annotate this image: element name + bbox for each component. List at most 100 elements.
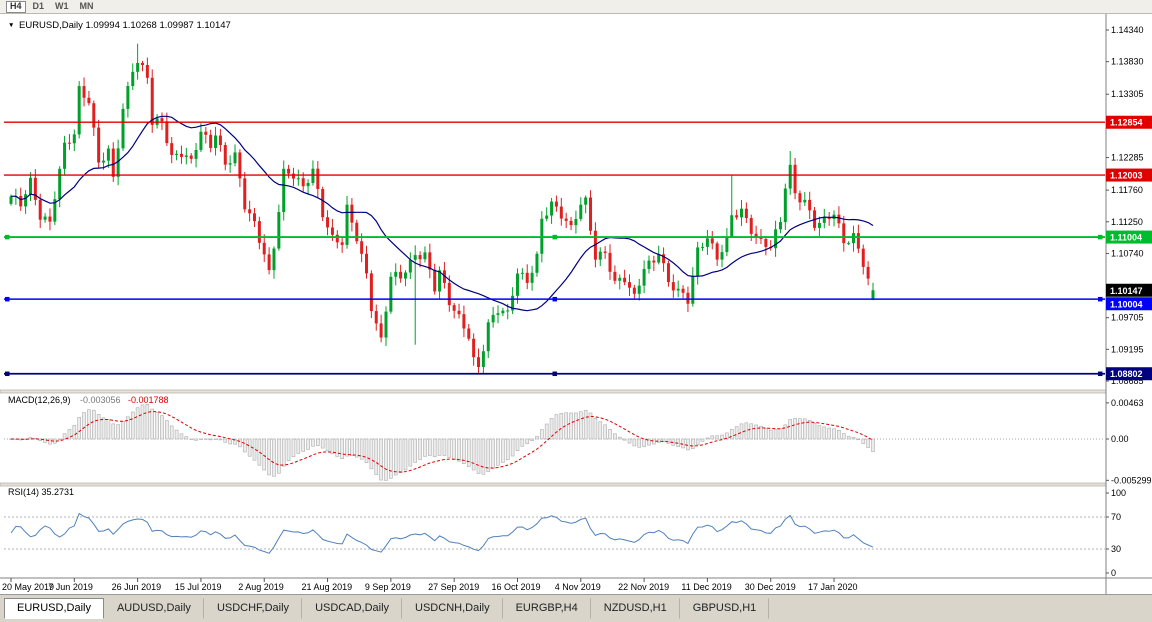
candle-body [389,276,393,312]
candle-body [778,222,782,230]
timeframe-h4-button[interactable]: H4 [6,0,26,13]
candle-body [564,218,568,221]
candle-body [632,287,636,294]
hline-handle[interactable] [552,296,558,302]
hline-handle[interactable] [1098,234,1103,240]
candle-body [520,272,524,274]
hline-handle[interactable] [1098,296,1103,302]
candle-body [233,152,237,164]
hline-handle[interactable] [552,371,558,377]
price-axis-label: 1.13305 [1111,89,1144,99]
date-axis-label[interactable]: 9 Sep 2019 [365,582,411,592]
price-tag-1.12854 [1106,115,1152,129]
hline-handle[interactable] [5,234,10,240]
candle-body [24,194,28,207]
candle-body [116,148,120,177]
date-axis-label[interactable]: 11 Dec 2019 [681,582,731,592]
candle-body [214,135,218,148]
candle-body [48,216,52,222]
macd-value-signal: -0.001788 [128,395,169,405]
candle-body [345,204,349,245]
candle-body [657,254,661,263]
candle-body [379,323,383,338]
candle-body [423,252,427,260]
candle-body [452,305,456,311]
candle-body [764,238,768,247]
candle-body [783,188,787,223]
candle-body [248,209,252,214]
timeframe-toolbar: H4 D1 W1 MN [0,0,1152,14]
candle-body [355,222,359,242]
timeframe-d1-button[interactable]: D1 [29,1,49,13]
chart-tab-usdcnh-daily[interactable]: USDCNH,Daily [402,598,503,619]
hline-handle[interactable] [5,371,10,377]
panel-separator[interactable] [0,482,1107,487]
hline-handle[interactable] [1098,371,1103,377]
date-axis-label[interactable]: 15 Jul 2019 [175,582,222,592]
chart-tab-eurusd-daily[interactable]: EURUSD,Daily [4,598,104,619]
date-axis-label[interactable]: 26 Jun 2019 [112,582,162,592]
candle-body [53,199,57,222]
symbol-dropdown-icon[interactable]: ▼ [8,22,14,29]
candle-body [686,292,690,304]
date-axis-label[interactable]: 20 May 2019 [2,582,54,592]
candle-body [145,64,149,78]
candle-body [457,310,461,315]
candle-body [126,86,130,109]
candle-body [330,227,334,235]
candle-body [408,259,412,273]
candle-body [511,295,515,311]
macd-signal-line [11,411,874,473]
date-axis-label[interactable]: 4 Nov 2019 [555,582,601,592]
candle-body [788,164,792,189]
candle-body [725,236,729,253]
chart-tab-usdcad-daily[interactable]: USDCAD,Daily [302,598,403,619]
candle-body [136,62,140,72]
candle-body [842,223,846,244]
candle-body [623,277,627,283]
chart-tab-gbpusd-h1[interactable]: GBPUSD,H1 [680,598,770,619]
price-chart-canvas[interactable]: 1.14340 1.13830 1.13305 1.12285 1.11760 1.112… [0,14,1152,594]
candle-body [774,229,778,249]
candle-body [866,266,870,279]
date-axis-label[interactable]: 2 Aug 2019 [238,582,284,592]
candle-body [827,217,831,219]
hline-handle[interactable] [552,234,558,240]
chart-tab-eurgbp-h4[interactable]: EURGBP,H4 [503,598,591,619]
macd-label: MACD(12,26,9) [8,395,71,405]
chart-title: EURUSD,Daily 1.09994 1.10268 1.09987 1.1… [19,20,231,31]
macd-axis-label: 0.00463 [1111,398,1144,408]
candle-body [399,271,403,279]
date-axis-label[interactable]: 21 Aug 2019 [302,582,353,592]
date-axis-label[interactable]: 22 Nov 2019 [618,582,669,592]
candle-body [618,277,622,281]
candle-body [462,314,466,329]
candle-body [350,204,354,223]
candle-body [822,217,826,223]
candle-body [92,103,96,128]
candle-body [871,290,875,300]
date-axis-label[interactable]: 27 Sep 2019 [428,582,479,592]
candle-body [740,208,743,218]
chart-tab-nzdusd-h1[interactable]: NZDUSD,H1 [591,598,680,619]
candle-body [277,212,281,249]
timeframe-w1-button[interactable]: W1 [51,1,73,13]
date-axis-label[interactable]: 17 Jan 2020 [808,582,858,592]
price-tag-label: 1.10147 [1110,286,1143,296]
price-tag-1.11004 [1106,230,1152,244]
hline-handle[interactable] [5,296,10,302]
chart-tab-audusd-daily[interactable]: AUDUSD,Daily [104,598,204,619]
candle-body [705,238,709,247]
candle-body [579,204,583,219]
date-axis-label[interactable]: 30 Dec 2019 [745,582,796,592]
date-axis-label[interactable]: 7 Jun 2019 [48,582,93,592]
candle-body [515,273,519,296]
date-axis-label[interactable]: 16 Oct 2019 [491,582,540,592]
chart-tab-usdchf-daily[interactable]: USDCHF,Daily [204,598,303,619]
timeframe-mn-button[interactable]: MN [76,1,98,13]
candle-body [72,134,76,144]
panel-separator[interactable] [0,389,1107,394]
candle-body [33,177,37,200]
candle-body [642,268,646,286]
candle-body [798,193,802,203]
